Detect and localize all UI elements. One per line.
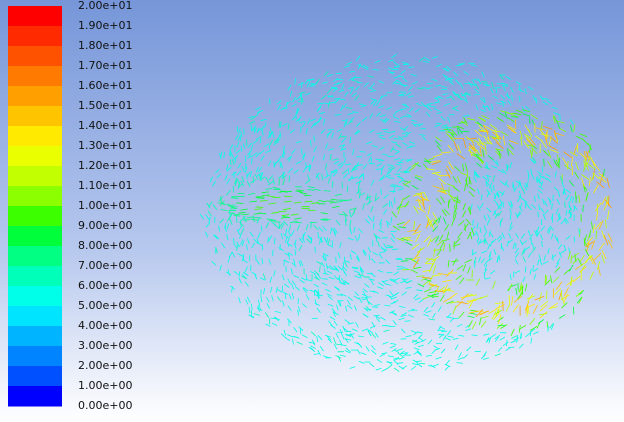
colorbar-label: 3.00e+00 bbox=[78, 339, 132, 352]
vector bbox=[315, 247, 316, 253]
colorbar-label: 0.00e+00 bbox=[78, 399, 132, 412]
vector bbox=[408, 311, 414, 312]
vector bbox=[387, 165, 393, 166]
vector bbox=[317, 103, 323, 104]
vector bbox=[286, 266, 287, 272]
vector bbox=[336, 73, 342, 74]
vector bbox=[409, 146, 415, 147]
vector bbox=[474, 94, 480, 95]
colorbar-label: 1.30e+01 bbox=[78, 139, 132, 152]
vector bbox=[269, 220, 276, 221]
colorbar-band bbox=[8, 186, 62, 207]
vector bbox=[473, 220, 474, 226]
vector bbox=[298, 298, 299, 304]
vector bbox=[321, 219, 328, 220]
vector bbox=[425, 263, 434, 264]
colorbar-band bbox=[8, 366, 62, 387]
colorbar-band bbox=[8, 106, 62, 127]
vector bbox=[347, 186, 348, 193]
vector bbox=[223, 204, 230, 205]
viewport: 2.00e+01 1.90e+01 1.80e+01 1.70e+01 1.60e+01… bbox=[0, 0, 624, 422]
vector bbox=[302, 208, 310, 209]
vector bbox=[218, 203, 225, 204]
colorbar-label: 1.00e+00 bbox=[78, 379, 132, 392]
colorbar-label: 1.40e+01 bbox=[78, 119, 132, 132]
vector bbox=[474, 171, 475, 177]
colorbar-label: 1.70e+01 bbox=[78, 59, 132, 72]
vector bbox=[544, 159, 545, 167]
colorbar-band bbox=[8, 266, 62, 287]
vector bbox=[234, 238, 235, 244]
colorbar-label: 4.00e+00 bbox=[78, 319, 132, 332]
vector bbox=[343, 262, 344, 268]
colorbar-band bbox=[8, 86, 62, 107]
colorbar-label: 1.80e+01 bbox=[78, 39, 132, 52]
colorbar-label: 5.00e+00 bbox=[78, 299, 132, 312]
colorbar-band bbox=[8, 346, 62, 367]
vector bbox=[503, 301, 504, 311]
colorbar-band bbox=[8, 46, 62, 67]
vector bbox=[583, 205, 584, 212]
colorbar-band bbox=[8, 226, 62, 247]
vector bbox=[510, 214, 511, 220]
colorbar-label: 1.60e+01 bbox=[78, 79, 132, 92]
colorbar-label: 1.90e+01 bbox=[78, 19, 132, 32]
vector bbox=[573, 307, 574, 315]
colorbar-label: 1.50e+01 bbox=[78, 99, 132, 112]
vector bbox=[237, 216, 238, 223]
colorbar-band bbox=[8, 306, 62, 327]
colorbar-band bbox=[8, 386, 62, 407]
vector bbox=[381, 189, 382, 195]
colorbar-label: 2.00e+01 bbox=[78, 0, 132, 12]
colorbar-band bbox=[8, 126, 62, 147]
colorbar-band bbox=[8, 26, 62, 47]
colorbar-band bbox=[8, 6, 62, 27]
colorbar-label: 1.00e+01 bbox=[78, 199, 132, 212]
colorbar-label: 6.00e+00 bbox=[78, 279, 132, 292]
vector bbox=[336, 257, 337, 263]
vector bbox=[279, 211, 287, 212]
vector bbox=[342, 182, 343, 189]
colorbar-band bbox=[8, 146, 62, 167]
colorbar-label: 7.00e+00 bbox=[78, 259, 132, 272]
colorbar-label: 1.10e+01 bbox=[78, 179, 132, 192]
vector bbox=[469, 177, 470, 185]
vector bbox=[485, 238, 486, 244]
vector bbox=[542, 166, 543, 172]
page: 2.00e+01 1.90e+01 1.80e+01 1.70e+01 1.60e+01… bbox=[0, 0, 624, 422]
vector bbox=[382, 129, 388, 130]
colorbar-band bbox=[8, 326, 62, 347]
colorbar-band bbox=[8, 166, 62, 187]
vector bbox=[328, 130, 334, 131]
colorbar-label: 8.00e+00 bbox=[78, 239, 132, 252]
vector bbox=[569, 202, 570, 208]
vector bbox=[284, 260, 285, 266]
colorbar-band bbox=[8, 206, 62, 227]
vector bbox=[231, 198, 238, 199]
colorbar-band bbox=[8, 66, 62, 87]
colorbar-label: 2.00e+00 bbox=[78, 359, 132, 372]
vector bbox=[559, 158, 560, 165]
vector bbox=[301, 94, 302, 100]
colorbar-label: 9.00e+00 bbox=[78, 219, 132, 232]
colorbar-band bbox=[8, 286, 62, 307]
colorbar-label: 1.20e+01 bbox=[78, 159, 132, 172]
vector bbox=[237, 126, 238, 132]
vector bbox=[255, 209, 263, 210]
colorbar-band bbox=[8, 246, 62, 267]
